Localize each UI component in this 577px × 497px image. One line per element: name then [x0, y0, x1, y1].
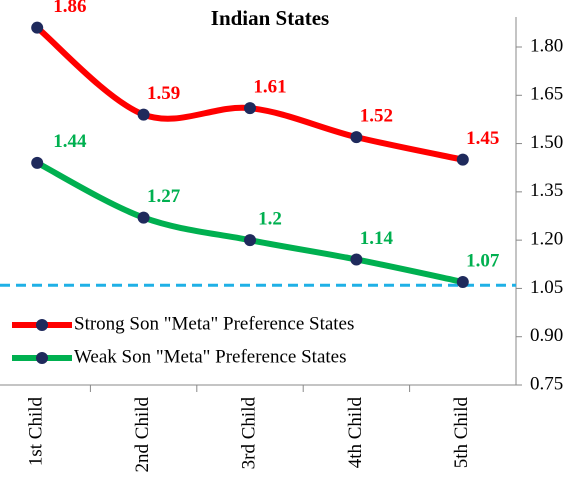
series-line — [35, 160, 464, 285]
legend-marker — [36, 352, 48, 364]
data-label: 1.61 — [253, 77, 286, 98]
y-tick-label: 1.05 — [530, 277, 563, 298]
chart-title: Indian States — [211, 6, 329, 30]
data-label: 1.2 — [258, 209, 282, 230]
y-tick-label: 1.50 — [530, 132, 563, 153]
point — [31, 156, 44, 169]
legend-label: Weak Son "Meta" Preference States — [74, 346, 347, 367]
data-label: 1.59 — [147, 83, 180, 104]
y-tick-label: 0.90 — [530, 325, 563, 346]
point — [350, 253, 363, 266]
data-label: 1.52 — [360, 105, 393, 126]
legend-label: Strong Son "Meta" Preference States — [74, 313, 354, 334]
data-label: 1.86 — [53, 0, 86, 17]
point — [456, 153, 469, 166]
legend-marker — [36, 319, 48, 331]
data-label: 1.45 — [466, 128, 499, 149]
series-line — [35, 25, 464, 163]
y-tick-label: 1.35 — [530, 180, 563, 201]
data-label: 1.44 — [53, 131, 87, 152]
point — [244, 234, 256, 247]
y-tick-label: 1.20 — [530, 229, 563, 250]
x-tick-label: 1st Child — [26, 397, 47, 467]
x-tick-label: 2nd Child — [132, 397, 153, 473]
y-tick-label: 1.65 — [530, 84, 563, 105]
x-tick-label: 5th Child — [451, 397, 472, 469]
point — [137, 108, 150, 121]
x-tick-label: 3rd Child — [238, 397, 259, 470]
data-label: 1.07 — [466, 250, 500, 271]
point — [456, 275, 469, 288]
y-tick-label: 0.75 — [530, 373, 563, 394]
data-label: 1.27 — [147, 186, 181, 207]
point — [244, 102, 256, 115]
data-label: 1.14 — [360, 228, 394, 249]
point — [350, 131, 363, 144]
point — [137, 211, 150, 224]
y-tick-label: 1.80 — [530, 35, 563, 56]
x-tick-label: 4th Child — [345, 397, 366, 469]
point — [31, 21, 44, 34]
